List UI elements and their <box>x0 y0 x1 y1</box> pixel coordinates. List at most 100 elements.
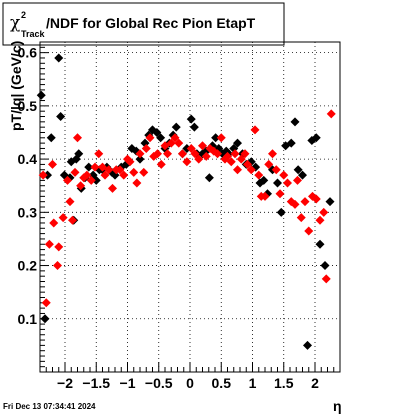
data-point <box>41 298 51 308</box>
timestamp-footer: Fri Dec 13 07:34:41 2024 <box>3 402 96 411</box>
data-point <box>166 138 176 148</box>
y-tick-label: 0.4 <box>18 151 38 167</box>
y-tick-label: 0.3 <box>18 204 38 220</box>
data-point <box>240 149 250 159</box>
data-point <box>223 151 232 161</box>
data-point <box>283 178 292 188</box>
data-point <box>156 133 166 143</box>
data-point <box>326 109 336 119</box>
data-point <box>152 127 162 137</box>
title-superscript: 2 <box>21 10 26 20</box>
data-point <box>54 242 64 252</box>
data-point <box>246 165 256 175</box>
x-tick-label: 0 <box>186 375 194 391</box>
data-point <box>268 149 277 159</box>
data-point <box>104 165 114 175</box>
data-point <box>236 154 246 164</box>
data-point <box>290 199 300 209</box>
data-point <box>296 213 306 223</box>
data-point <box>84 162 94 172</box>
data-point <box>271 165 281 175</box>
y-tick-label: 0.2 <box>18 258 38 274</box>
data-point <box>254 170 264 180</box>
data-point <box>182 157 192 167</box>
data-point <box>190 149 200 159</box>
y-axis-title: pT/|q| (GeV/c) <box>8 41 24 131</box>
data-point <box>250 125 260 135</box>
data-point <box>293 165 303 175</box>
data-point <box>139 167 149 177</box>
data-point <box>171 122 181 132</box>
x-tick-label: 1 <box>249 375 257 391</box>
x-tick-label: 2 <box>311 375 319 391</box>
data-point <box>315 215 325 225</box>
y-tick-label: 0.5 <box>18 98 38 114</box>
data-point <box>135 149 145 159</box>
data-point <box>125 157 135 167</box>
data-point <box>290 117 300 127</box>
data-point <box>300 197 310 207</box>
data-point <box>186 114 196 124</box>
data-point <box>260 191 270 201</box>
x-tick-label: 1.5 <box>274 375 294 391</box>
data-point <box>286 138 296 148</box>
y-tick-labels: 0.1 0.2 0.3 0.4 0.5 0.6 <box>18 45 38 327</box>
data-point <box>273 178 282 188</box>
data-points <box>36 53 336 350</box>
data-point <box>226 157 236 167</box>
data-point <box>163 149 172 159</box>
data-point <box>65 197 75 207</box>
data-point <box>40 314 50 324</box>
x-tick-label: 0.5 <box>212 375 232 391</box>
data-point <box>304 226 314 236</box>
data-point <box>76 181 86 191</box>
data-point <box>279 170 289 180</box>
title-subscript: Track <box>21 29 46 39</box>
data-point <box>233 138 242 148</box>
data-point <box>216 133 226 143</box>
axis-ticks <box>39 41 341 372</box>
data-point <box>320 261 330 271</box>
chart-title: χ 2 Track /NDF for Global Rec Pion EtapT <box>2 2 285 46</box>
data-point <box>141 143 151 153</box>
data-point <box>233 165 242 175</box>
data-point <box>53 261 62 271</box>
data-point <box>48 159 57 169</box>
data-point <box>70 167 80 177</box>
x-axis-title: η <box>333 398 342 414</box>
x-tick-labels: −2 −1.5 −1 −0.5 0 0.5 1 1.5 2 <box>57 375 319 391</box>
x-tick-label: −2 <box>57 375 73 391</box>
data-point <box>319 207 329 217</box>
data-point <box>86 175 96 185</box>
title-chi-symbol: χ <box>10 13 20 33</box>
x-tick-label: −0.5 <box>145 375 173 391</box>
y-tick-label: 0.6 <box>18 45 38 61</box>
data-point <box>174 138 184 148</box>
data-point <box>68 215 77 225</box>
data-point <box>211 133 221 143</box>
data-point <box>153 149 162 159</box>
data-point <box>293 175 302 185</box>
data-point <box>315 239 325 249</box>
data-point <box>54 53 64 63</box>
title-box <box>2 2 285 46</box>
data-point <box>44 239 54 249</box>
data-point <box>186 143 196 153</box>
data-point <box>46 133 56 143</box>
data-point <box>311 133 321 143</box>
data-point <box>36 90 46 100</box>
x-tick-label: −1 <box>120 375 136 391</box>
data-point <box>100 170 110 180</box>
data-point <box>325 197 335 207</box>
data-point <box>82 170 92 180</box>
data-point <box>145 133 155 143</box>
data-point <box>303 340 312 350</box>
data-point <box>49 218 59 228</box>
data-point <box>73 133 82 143</box>
x-tick-label: −1.5 <box>82 375 110 391</box>
data-point <box>213 149 222 159</box>
data-point <box>74 149 84 159</box>
data-point <box>321 274 331 284</box>
data-point <box>108 183 117 193</box>
data-point <box>156 159 166 169</box>
